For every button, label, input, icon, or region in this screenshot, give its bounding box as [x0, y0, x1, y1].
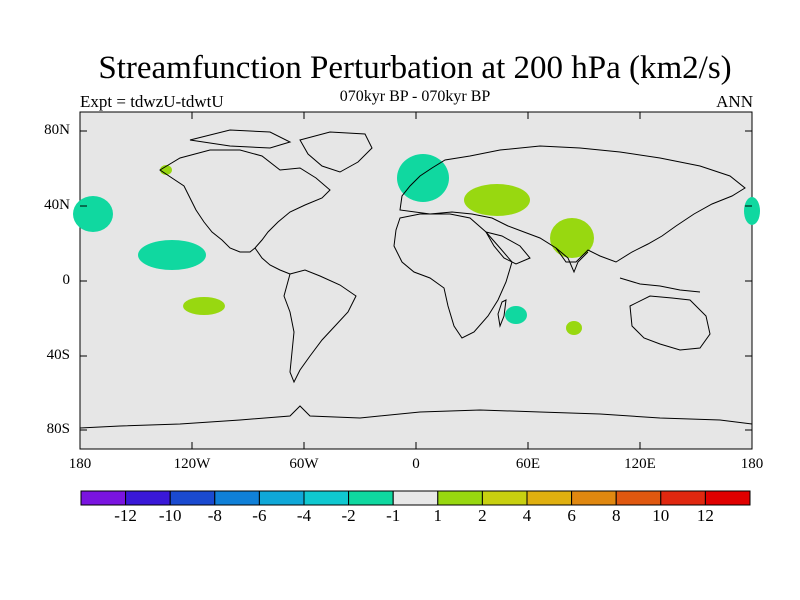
colorbar-label: 4 [522, 506, 532, 525]
colorbar-box [660, 490, 706, 506]
colorbar-label: -2 [341, 506, 356, 525]
coast-australia [629, 295, 711, 351]
coast-north-america [159, 149, 331, 253]
anomaly-patches [73, 154, 760, 335]
coast-canadian-arctic [189, 129, 292, 149]
colorbar-label: -4 [296, 506, 312, 525]
lat-label-40s: 40S [46, 347, 70, 363]
lon-label-60w: 60W [289, 456, 319, 472]
colorbar-label: 12 [696, 506, 714, 525]
colorbar-label: 8 [611, 506, 621, 525]
anomaly-south-pacific [183, 297, 225, 315]
season-label: ANN [716, 92, 753, 111]
coast-south-america [283, 269, 357, 384]
colorbar-label: 10 [652, 506, 670, 525]
coast-central-america [254, 247, 291, 275]
anomaly-caspian [464, 184, 530, 216]
lon-label-180e: 180 [740, 456, 764, 472]
colorbar-box [80, 490, 127, 506]
anomaly-indian-ocean [566, 321, 582, 335]
coast-madagascar [497, 299, 507, 328]
coast-arabia [484, 231, 531, 265]
axis-ticks [80, 112, 752, 449]
coast-africa [393, 213, 513, 339]
colorbar-box [125, 490, 171, 506]
colorbar-box [303, 490, 350, 506]
colorbar-box [214, 490, 260, 506]
colorbar-box [571, 490, 617, 506]
colorbar-label: -1 [386, 506, 401, 525]
colorbar-label: -8 [207, 506, 222, 525]
colorbar-label: 2 [478, 506, 487, 525]
colorbar-label: -6 [252, 506, 267, 525]
lat-label-40n: 40N [44, 197, 70, 213]
plot-subtitle: 070kyr BP - 070kyr BP [339, 88, 491, 105]
lon-label-120e: 120E [624, 456, 656, 472]
experiment-label: Expt = tdwzU-tdwtU [80, 92, 224, 111]
coast-indonesia [619, 277, 701, 293]
coast-antarctica [79, 405, 753, 429]
lat-label-80s: 80S [46, 421, 70, 437]
colorbar [80, 490, 751, 506]
coastlines [79, 129, 753, 429]
plot-title: Streamfunction Perturbation at 200 hPa (… [98, 50, 732, 86]
lon-label-0: 0 [412, 456, 420, 472]
coast-greenland [299, 131, 373, 173]
colorbar-box [348, 490, 394, 506]
colorbar-box [526, 490, 573, 506]
colorbar-box [169, 490, 216, 506]
colorbar-box [258, 490, 305, 506]
colorbar-label: -10 [158, 506, 182, 525]
colorbar-box [704, 490, 751, 506]
lon-label-120w: 120W [173, 456, 211, 472]
anomaly-north-pacific-east [744, 197, 760, 225]
colorbar-box [437, 490, 483, 506]
coast-india [555, 247, 589, 274]
anomaly-north-pacific-west [73, 196, 113, 232]
lon-label-60e: 60E [515, 456, 541, 472]
colorbar-label: 6 [567, 506, 576, 525]
lat-label-80n: 80N [44, 122, 70, 138]
coast-eurasia [399, 145, 746, 263]
anomaly-madagascar [505, 306, 527, 324]
anomaly-north-atlantic [397, 154, 449, 202]
lat-label-0: 0 [62, 272, 71, 288]
anomaly-india [550, 218, 594, 258]
lon-label-180w: 180 [68, 456, 92, 472]
colorbar-label: -12 [114, 506, 137, 525]
colorbar-box [481, 490, 528, 506]
anomaly-central-pacific [138, 240, 206, 270]
colorbar-box [392, 490, 439, 506]
colorbar-box [615, 490, 662, 506]
colorbar-label: 1 [433, 506, 443, 525]
